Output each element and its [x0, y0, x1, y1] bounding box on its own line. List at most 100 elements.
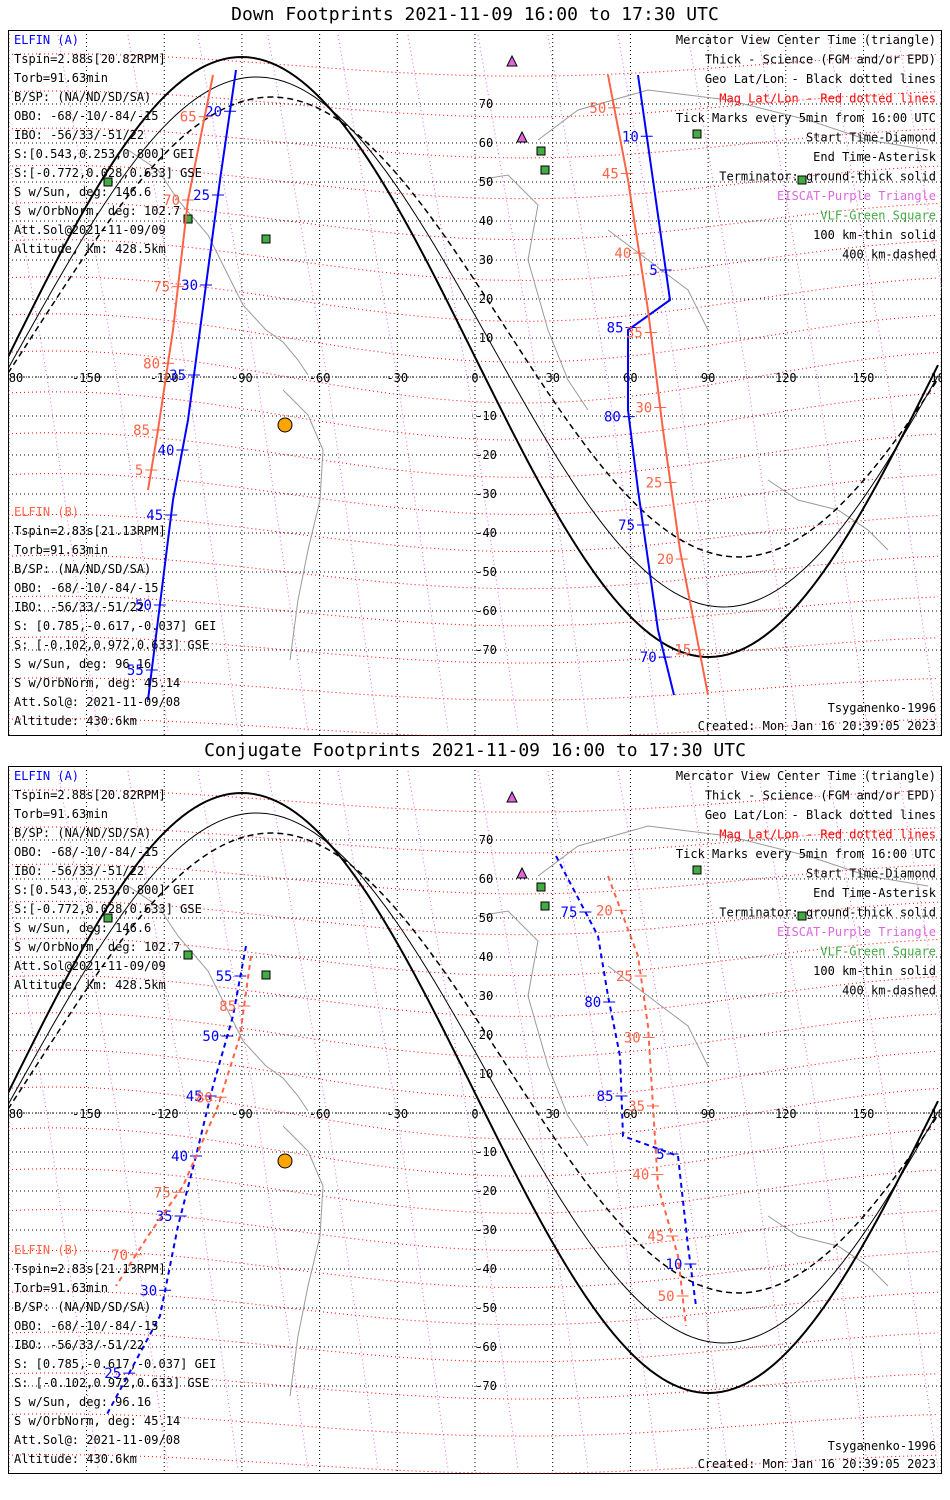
track-time-label: 75	[561, 905, 578, 921]
stations	[103, 790, 807, 1169]
conjugate-panel-title: Conjugate Footprints 2021-11-09 16:00 to…	[204, 740, 746, 761]
elfin-b-info-line: OBO: -68/-10/-84/-15	[14, 581, 159, 595]
model-label: Tsyganenko-1996	[828, 1439, 936, 1453]
elfin-a-info-line: OBO: -68/-10/-84/-15	[14, 109, 159, 123]
elfin-a-info: ELFIN (A) Tspin=2.88s[20.82RPM] Torb=91.63…	[14, 33, 202, 256]
lat-tick-label: -10	[475, 1145, 497, 1159]
lon-tick-label: 90	[701, 371, 715, 385]
elfin-b-info-line: B/SP: (NA/ND/SD/SA)	[14, 562, 151, 576]
lat-tick-label: -50	[475, 1301, 497, 1315]
elfin-a-info-line: S:[-0.772,0.028,0.633] GSE	[14, 902, 202, 916]
coastline	[127, 885, 309, 1112]
lon-tick-label: -120	[150, 1107, 179, 1121]
lat-tick-label: 20	[479, 1028, 493, 1042]
track-time-label: 40	[171, 1149, 188, 1165]
conjugate-footprints-map: -180 -150 -120 -90 -60 -30 0 30 60 90 120 150 180 -70…	[8, 766, 942, 1474]
mag-latitude-line	[8, 677, 939, 701]
track-time-label: 70	[111, 1248, 128, 1264]
lon-tick-label: -150	[72, 371, 101, 385]
mag-latitude-line	[8, 1049, 939, 1099]
elfin-b-west-track	[115, 955, 252, 1287]
vlf-square	[183, 214, 193, 224]
elfin-b-info-line: Torb=91.63min	[14, 1281, 108, 1295]
elfin-a-info-line: S:[0.543,0.253,0.800] GEI	[14, 147, 195, 161]
legend-item: Terminator: ground-thick solid	[719, 170, 936, 184]
elfin-b-info-line: IBO: -56/33/-51/22	[14, 1338, 144, 1352]
vlf-square	[540, 901, 550, 911]
lat-tick-label: -70	[475, 643, 497, 657]
legend-item: End Time-Asterisk	[813, 150, 937, 164]
mag-latitude-line	[8, 1331, 939, 1363]
elfin-b-info-line: Altitude: 430.6km	[14, 1452, 137, 1466]
lat-tick-label: -10	[475, 409, 497, 423]
lat-tick-label: -50	[475, 565, 497, 579]
lat-tick-label: 30	[479, 989, 493, 1003]
track-time-label: 85	[607, 321, 624, 337]
mag-latitude-line	[8, 90, 939, 118]
track-time-label: 15	[674, 643, 691, 659]
elfin-b-info-line: OBO: -68/-10/-84/-15	[14, 1319, 159, 1333]
elfin-a-name: ELFIN (A)	[14, 33, 79, 47]
track-time-label: 30	[624, 1030, 641, 1046]
elfin-b-info-line: Torb=91.63min	[14, 543, 108, 557]
lon-tick-label: 90	[701, 1107, 715, 1121]
vlf-square	[536, 146, 546, 156]
map-frame	[8, 766, 942, 1474]
track-time-label: 35	[156, 1209, 173, 1225]
mag-latitude-line	[8, 127, 939, 159]
legend-item: Start Time-Diamond	[806, 867, 936, 881]
down-footprints-map: -180 -150 -120 -90 -60 -30 0 30 60 90 120 150 180 -70…	[8, 30, 942, 736]
model-label: Tsyganenko-1996	[828, 701, 936, 715]
mag-latitude-line	[8, 350, 939, 404]
elfin-a-info-line: B/SP: (NA/ND/SD/SA)	[14, 826, 151, 840]
lon-tick-label: -120	[150, 371, 179, 385]
lat-tick-label: 30	[479, 253, 493, 267]
track-time-label: 50	[202, 1029, 219, 1045]
terminators	[8, 792, 939, 1394]
legend-item: Mercator View Center Time (triangle)	[676, 33, 936, 47]
mag-latitude-line	[8, 53, 939, 77]
track-time-label: 30	[635, 401, 652, 417]
legend-item: VLF-Green Square	[820, 945, 936, 959]
legend-item: Start Time-Diamond	[806, 131, 936, 145]
elfin-b-info-line: Altitude: 430.6km	[14, 714, 137, 728]
elfin-b-east-track	[607, 74, 709, 696]
elfin-a-info-line: S w/Sun, deg: 146.6	[14, 921, 151, 935]
eiscat-triangle	[506, 54, 518, 67]
lon-tick-label: -180	[8, 371, 23, 385]
vlf-square	[797, 911, 807, 921]
down-panel-title: Down Footprints 2021-11-09 16:00 to 17:3…	[231, 4, 719, 25]
geo-grid	[8, 30, 942, 736]
elfin-a-info-line: S w/OrbNorm, deg: 102.7	[14, 940, 180, 954]
eiscat-triangle	[506, 790, 518, 803]
legend-item: 400 km-dashed	[842, 248, 936, 262]
ground-terminator	[8, 56, 939, 658]
track-time-label: 80	[584, 995, 601, 1011]
legend-item: End Time-Asterisk	[813, 886, 937, 900]
track-time-label: 25	[646, 476, 663, 492]
elfin-b-info-line: S w/Sun, deg: 96.16	[14, 657, 151, 671]
lon-tick-label: 0	[471, 371, 478, 385]
track-time-label: 70	[163, 193, 180, 209]
track-time-label: 80	[604, 410, 621, 426]
track-time-label: 45	[602, 166, 619, 182]
lat-tick-label: -40	[475, 1262, 497, 1276]
vlf-square	[536, 882, 546, 892]
track-time-label: 30	[181, 278, 198, 294]
track-time-label: 85	[597, 1089, 614, 1105]
track-time-label: 25	[104, 1366, 121, 1382]
track-time-label: 55	[127, 663, 144, 679]
track-time-label: 40	[632, 1168, 649, 1184]
elfin-b-info-line: Tspin=2.83s[21.13RPM]	[14, 524, 166, 538]
coastline	[477, 174, 589, 411]
elfin-b-info-line: IBO: -56/33/-51/22	[14, 600, 144, 614]
elfin-a-info-line: B/SP: (NA/ND/SD/SA)	[14, 90, 151, 104]
lat-tick-label: 40	[479, 214, 493, 228]
eiscat-triangle	[516, 130, 528, 143]
elfin-b-info-line: S w/OrbNorm, deg: 45.14	[14, 1414, 180, 1428]
elfin-a-info-line: Tspin=2.88s[20.82RPM]	[14, 52, 166, 66]
elfin-a-info-line: S:[0.543,0.253,0.800] GEI	[14, 883, 195, 897]
lon-tick-label: -90	[231, 1107, 253, 1121]
coastline	[282, 1125, 324, 1397]
vlf-square	[103, 913, 113, 923]
